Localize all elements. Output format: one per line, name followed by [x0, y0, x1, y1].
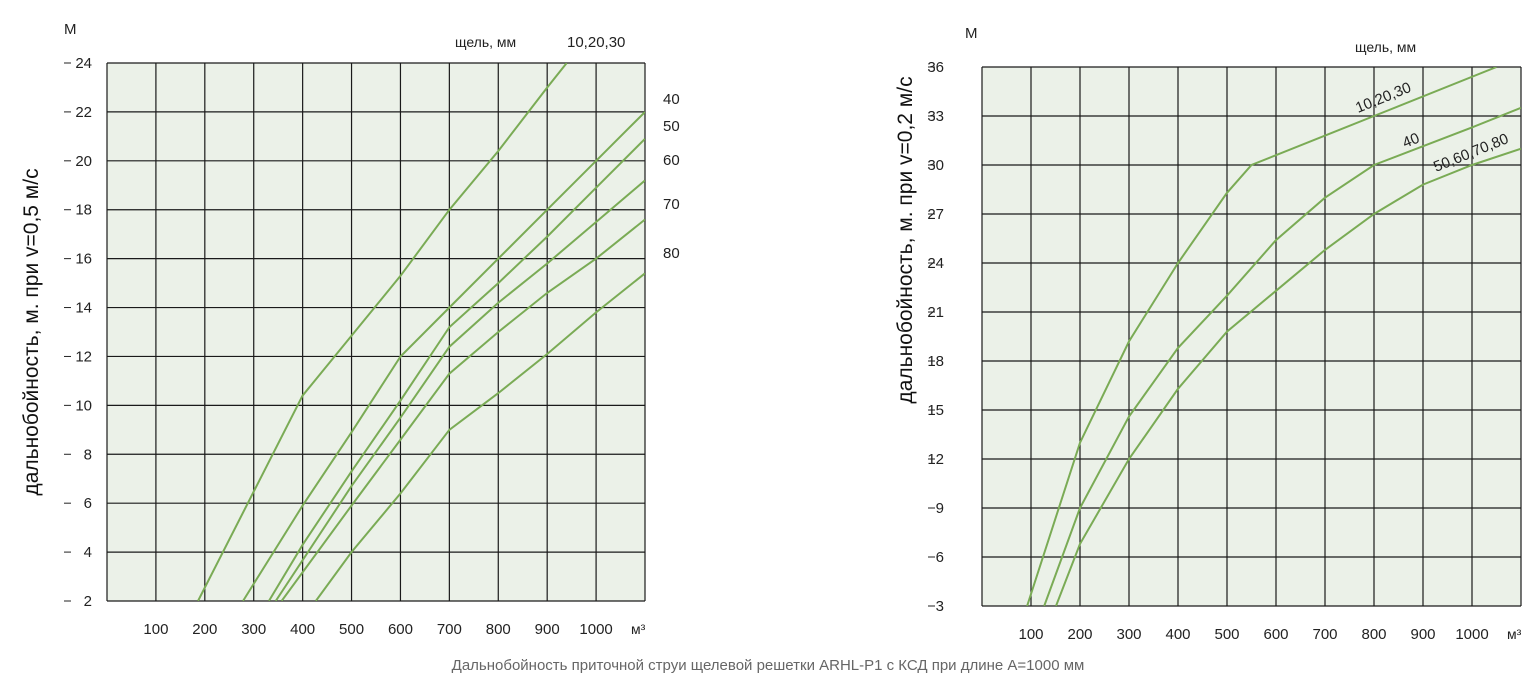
y-tick-label: 24 [927, 255, 944, 272]
curve-label: 40 [663, 91, 680, 108]
y-tick-label: 33 [927, 108, 944, 125]
y-tick-label: 4 [84, 544, 92, 561]
y-axis-title: дальнобойность, м. при v=0,5 м/с [20, 168, 43, 495]
x-tick-label: 100 [1018, 626, 1043, 643]
figure-caption: Дальнобойность приточной струи щелевой р… [452, 657, 1085, 674]
x-tick-label: 300 [1116, 626, 1141, 643]
x-tick-label: 1000 [579, 621, 612, 638]
x-tick-label: 800 [1361, 626, 1386, 643]
curve-label: 70 [663, 196, 680, 213]
x-tick-label: 900 [1410, 626, 1435, 643]
y-tick-label: 30 [927, 157, 944, 174]
y-tick-label: 12 [927, 451, 944, 468]
curve-label: 50 [663, 118, 680, 135]
y-axis-title: дальнобойность, м. при v=0,2 м/с [894, 76, 917, 403]
y-tick-label: 20 [75, 153, 92, 170]
legend-title: щель, мм [455, 34, 516, 50]
x-tick-label: 200 [192, 621, 217, 638]
y-tick-label: 21 [927, 304, 944, 321]
x-tick-label: 600 [388, 621, 413, 638]
x-tick-label: 900 [535, 621, 560, 638]
y-tick-label: 3 [936, 598, 944, 615]
curve-slot-50-60-70-80 [1055, 147, 1521, 606]
y-tick-label: 18 [927, 353, 944, 370]
curve-label: 80 [663, 245, 680, 262]
y-tick-label: 8 [84, 446, 92, 463]
y-tick-label: 15 [927, 402, 944, 419]
plot-area [982, 67, 1521, 606]
curve-slot-50 [268, 138, 645, 601]
x-tick-label: 700 [437, 621, 462, 638]
x-tick-label: 400 [1165, 626, 1190, 643]
y-tick-label: 6 [936, 549, 944, 566]
y-tick-label: 9 [936, 500, 944, 517]
x-tick-label: 500 [339, 621, 364, 638]
x-tick-label: 700 [1312, 626, 1337, 643]
x-unit-label: м³ [1507, 626, 1522, 642]
legend-title: щель, мм [1355, 39, 1416, 55]
x-tick-label: 800 [486, 621, 511, 638]
y-tick-label: 24 [75, 55, 92, 72]
curve-label: 10,20,30 [567, 34, 625, 51]
y-tick-label: 16 [75, 251, 92, 268]
curve-slot-70 [280, 218, 645, 601]
y-tick-label: 12 [75, 348, 92, 365]
x-tick-label: 500 [1214, 626, 1239, 643]
x-tick-label: 600 [1263, 626, 1288, 643]
x-tick-label: 1000 [1455, 626, 1488, 643]
curve-slot-80 [314, 272, 645, 601]
y-tick-label: 22 [75, 104, 92, 121]
curve-slot-60 [274, 179, 645, 601]
curve-slot-10-20-30 [1026, 67, 1497, 606]
x-tick-label: 400 [290, 621, 315, 638]
curve-slot-10-20-30 [197, 63, 568, 601]
y-tick-label: 2 [84, 593, 92, 610]
y-tick-label: 6 [84, 495, 92, 512]
y-tick-label: 36 [927, 59, 944, 76]
y-tick-label: 10 [75, 397, 92, 414]
y-tick-label: 27 [927, 206, 944, 223]
y-tick-label: 14 [75, 300, 92, 317]
x-tick-label: 300 [241, 621, 266, 638]
y-unit-label: М [965, 25, 978, 42]
curve-label: 40 [1400, 130, 1422, 152]
y-tick-label: 18 [75, 202, 92, 219]
curve-slot-40 [1043, 106, 1521, 606]
plot-area [107, 63, 645, 601]
x-tick-label: 200 [1067, 626, 1092, 643]
y-unit-label: М [64, 21, 77, 38]
x-tick-label: 100 [143, 621, 168, 638]
x-unit-label: м³ [631, 621, 646, 637]
curve-slot-40 [242, 111, 645, 601]
curve-label: 60 [663, 152, 680, 169]
